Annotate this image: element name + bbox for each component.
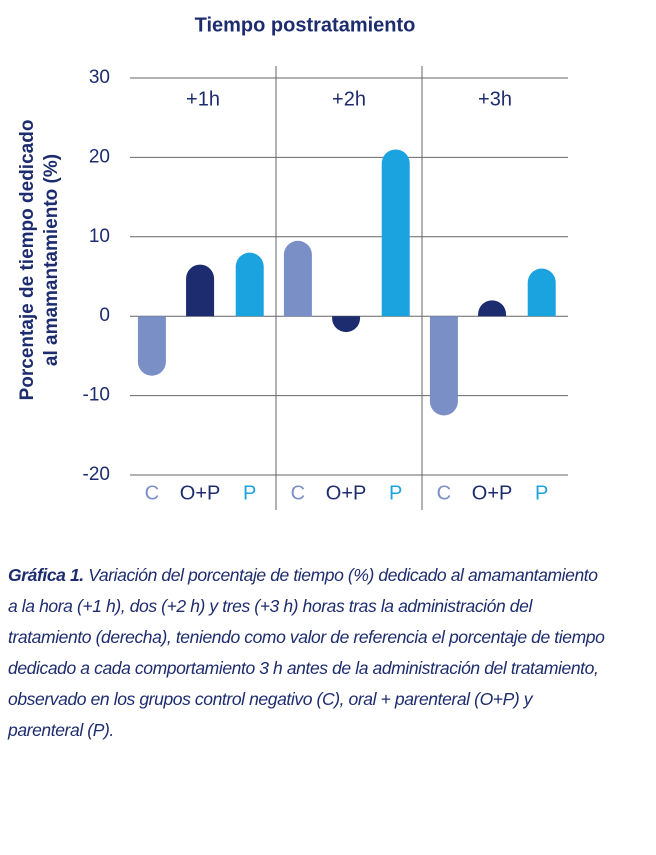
y-tick-label: 30 <box>89 67 110 88</box>
x-tick-label: P <box>389 482 402 504</box>
y-label-line: al amamantamiento (%) <box>41 154 62 366</box>
x-tick-label: P <box>535 482 548 504</box>
x-tick-label: C <box>291 482 305 504</box>
y-tick-label: 20 <box>89 146 110 167</box>
chart: Tiempo postratamiento Porcentaje de tiem… <box>17 14 568 510</box>
x-tick-label: O+P <box>326 482 367 504</box>
y-tick-label: -20 <box>83 464 110 485</box>
chart-title: Tiempo postratamiento <box>195 14 416 36</box>
y-tick-label: 10 <box>89 226 110 247</box>
caption: Gráfica 1. Variación del porcentaje de t… <box>8 560 608 746</box>
x-tick-label: O+P <box>472 482 513 504</box>
group-label: +1h <box>186 88 220 110</box>
bar <box>186 264 215 317</box>
group-label: +3h <box>478 88 512 110</box>
bar <box>381 149 410 317</box>
y-axis-label: Porcentaje de tiempo dedicado al amamant… <box>17 120 62 401</box>
caption-text: Variación del porcentaje de tiempo (%) d… <box>8 565 605 740</box>
y-tick-label: -10 <box>83 385 110 406</box>
y-tick-label: 0 <box>99 305 110 326</box>
bar <box>332 316 361 333</box>
group-label: +2h <box>332 88 366 110</box>
bar <box>137 316 166 376</box>
bar <box>478 300 507 317</box>
y-label-line: Porcentaje de tiempo dedicado <box>17 120 38 401</box>
x-tick-label: P <box>243 482 256 504</box>
x-tick-label: C <box>145 482 159 504</box>
x-tick-label: O+P <box>180 482 221 504</box>
bar <box>527 268 556 317</box>
bar <box>235 252 264 317</box>
caption-label: Gráfica 1. <box>8 565 84 585</box>
x-tick-label: C <box>437 482 451 504</box>
bar <box>429 316 458 416</box>
bar <box>283 240 312 317</box>
